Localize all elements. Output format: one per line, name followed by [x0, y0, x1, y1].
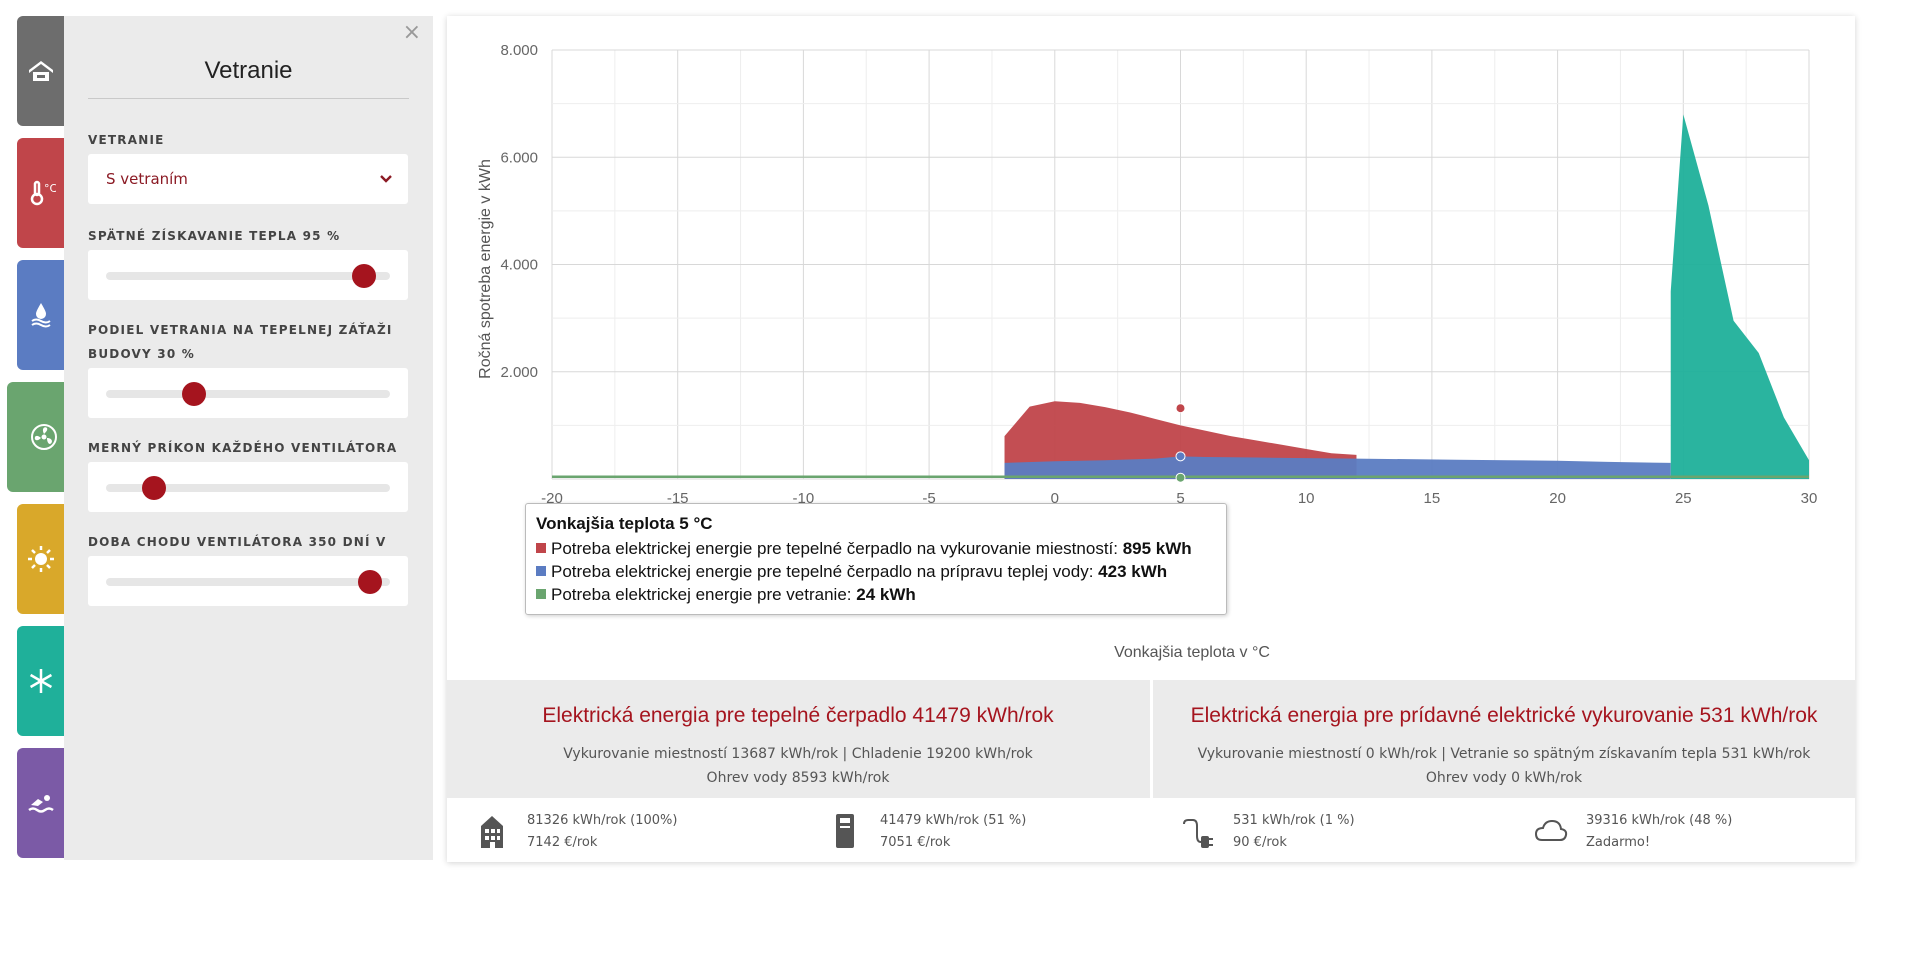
heat-pump-icon — [836, 814, 854, 848]
stat-heat-pump-energy: 41479 kWh/rok (51 %) — [880, 813, 1027, 828]
slider-fan-power[interactable] — [88, 462, 408, 512]
panel-title: Vetranie — [88, 42, 409, 99]
slider-track — [106, 272, 390, 280]
ventilation-select-value: S vetraním — [106, 170, 188, 188]
tooltip-label: Potreba elektrickej energie pre tepelné … — [551, 539, 1123, 558]
water-drop-icon — [30, 303, 51, 328]
close-icon[interactable]: × — [402, 20, 421, 45]
additional-heating-breakdown-1: Vykurovanie miestností 0 kWh/rok | Vetra… — [1197, 746, 1811, 762]
svg-text:°C: °C — [44, 182, 56, 195]
x-tick-label: 10 — [1298, 490, 1315, 507]
thermometer-icon: °C — [30, 180, 56, 206]
heat-pump-breakdown-1: Vykurovanie miestností 13687 kWh/rok | C… — [563, 746, 1033, 762]
y-axis-label: Ročná spotreba energie v kWh — [477, 159, 494, 379]
tab-pool[interactable] — [17, 748, 64, 858]
plug-icon — [1183, 819, 1213, 848]
heat-pump-summary: Elektrická energia pre tepelné čerpadlo … — [447, 680, 1149, 798]
heat-pump-heading: Elektrická energia pre tepelné čerpadlo … — [542, 704, 1054, 727]
slider-handle[interactable] — [358, 570, 383, 594]
hover-marker — [1175, 403, 1186, 414]
slider-label-heat-recovery: SPÄTNÉ ZÍSKAVANIE TEPLA 95 % — [88, 229, 341, 243]
x-tick-label: 5 — [1176, 490, 1184, 507]
y-tick-label: 6.000 — [500, 149, 538, 166]
summary-divider — [1150, 680, 1153, 798]
fan-icon — [31, 424, 57, 450]
house-icon — [28, 61, 53, 81]
tooltip-row-ventilation: Potreba elektrickej energie pre vetranie… — [536, 585, 916, 605]
energy-chart[interactable]: -20 -15 -10 -5 0 5 10 15 20 25 30 2.000 4.000 6.000 8.… — [447, 16, 1855, 678]
legend-swatch — [536, 543, 546, 553]
tab-heating[interactable]: °C — [17, 138, 64, 248]
building-icon — [481, 816, 503, 848]
slider-heat-recovery[interactable] — [88, 250, 408, 300]
tooltip-label: Potreba elektrickej energie pre vetranie… — [551, 585, 857, 604]
tab-solar[interactable] — [17, 504, 64, 614]
tooltip-value: 423 kWh — [1098, 562, 1168, 581]
additional-heating-summary: Elektrická energia pre prídavné elektric… — [1153, 680, 1855, 798]
stat-electric-energy: 531 kWh/rok (1 %) — [1233, 813, 1355, 828]
slider-fan-runtime[interactable] — [88, 556, 408, 606]
x-tick-label: -10 — [793, 490, 815, 507]
tooltip-row-water: Potreba elektrickej energie pre tepelné … — [536, 562, 1167, 582]
summary-panel: Elektrická energia pre tepelné čerpadlo … — [447, 680, 1855, 798]
tooltip-label: Potreba elektrickej energie pre tepelné … — [551, 562, 1099, 581]
slider-handle[interactable] — [182, 382, 207, 406]
stat-ambient-energy: 39316 kWh/rok (48 %) — [1586, 813, 1733, 828]
chart-tooltip: Vonkajšia teplota 5 °C Potreba elektrick… — [525, 503, 1227, 615]
tooltip-value: 895 kWh — [1122, 539, 1192, 558]
ventilation-select[interactable]: S vetraním — [88, 154, 408, 204]
series-cooling — [1670, 114, 1809, 479]
legend-swatch — [536, 566, 546, 576]
slider-ventilation-share[interactable] — [88, 368, 408, 418]
x-tick-label: -15 — [667, 490, 689, 507]
x-tick-label: 15 — [1424, 490, 1441, 507]
additional-heating-breakdown-2: Ohrev vody 0 kWh/rok — [1425, 770, 1583, 786]
stat-heat-pump-cost: 7051 €/rok — [880, 835, 951, 850]
x-axis-label: Vonkajšia teplota v °C — [1114, 644, 1270, 661]
tooltip-value: 24 kWh — [856, 585, 916, 604]
stat-ambient-cost: Zadarmo! — [1586, 835, 1651, 850]
chevron-down-icon — [380, 175, 392, 183]
sun-icon — [27, 546, 54, 572]
hover-marker — [1175, 472, 1186, 483]
stat-total-cost: 7142 €/rok — [527, 835, 598, 850]
tab-house[interactable] — [17, 16, 64, 126]
tab-cooling[interactable] — [17, 626, 64, 736]
results-card: -20 -15 -10 -5 0 5 10 15 20 25 30 2.000 4.000 6.000 8.… — [447, 16, 1855, 862]
x-tick-label: 0 — [1051, 490, 1059, 507]
legend-swatch — [536, 589, 546, 599]
slider-track — [106, 390, 390, 398]
slider-track — [106, 484, 390, 492]
slider-label-ventilation-share: PODIEL VETRANIA NA TEPELNEJ ZÁŤAŽI BUDOV… — [88, 323, 393, 361]
stats-row: 81326 kWh/rok (100%) 7142 €/rok 41479 kWh… — [447, 798, 1855, 862]
x-tick-label: 25 — [1675, 490, 1692, 507]
slider-handle[interactable] — [142, 476, 167, 500]
ventilation-label: VETRANIE — [88, 133, 165, 147]
y-tick-label: 2.000 — [500, 364, 538, 381]
tab-water[interactable] — [17, 260, 64, 370]
tooltip-title: Vonkajšia teplota 5 °C — [536, 514, 713, 533]
slider-track — [106, 578, 390, 586]
snowflake-icon — [29, 669, 52, 693]
x-tick-label: -5 — [922, 490, 935, 507]
x-tick-label: -20 — [541, 490, 563, 507]
ventilation-panel: × Vetranie VETRANIE S vetraním SPÄTNÉ ZÍ… — [64, 16, 433, 860]
cloud-icon — [1534, 819, 1568, 841]
hover-marker — [1175, 451, 1186, 462]
tooltip-row-heating: Potreba elektrickej energie pre tepelné … — [536, 539, 1192, 559]
swimmer-icon — [27, 795, 54, 813]
additional-heating-heading: Elektrická energia pre prídavné elektric… — [1190, 704, 1818, 727]
slider-handle[interactable] — [352, 264, 377, 288]
x-tick-label: 20 — [1549, 490, 1566, 507]
stat-electric-cost: 90 €/rok — [1233, 835, 1287, 850]
x-tick-label: 30 — [1801, 490, 1818, 507]
y-tick-label: 4.000 — [500, 257, 538, 274]
heat-pump-breakdown-2: Ohrev vody 8593 kWh/rok — [706, 770, 890, 786]
stat-total-energy: 81326 kWh/rok (100%) — [527, 813, 678, 828]
series-water — [1004, 456, 1671, 479]
y-tick-label: 8.000 — [500, 42, 538, 59]
